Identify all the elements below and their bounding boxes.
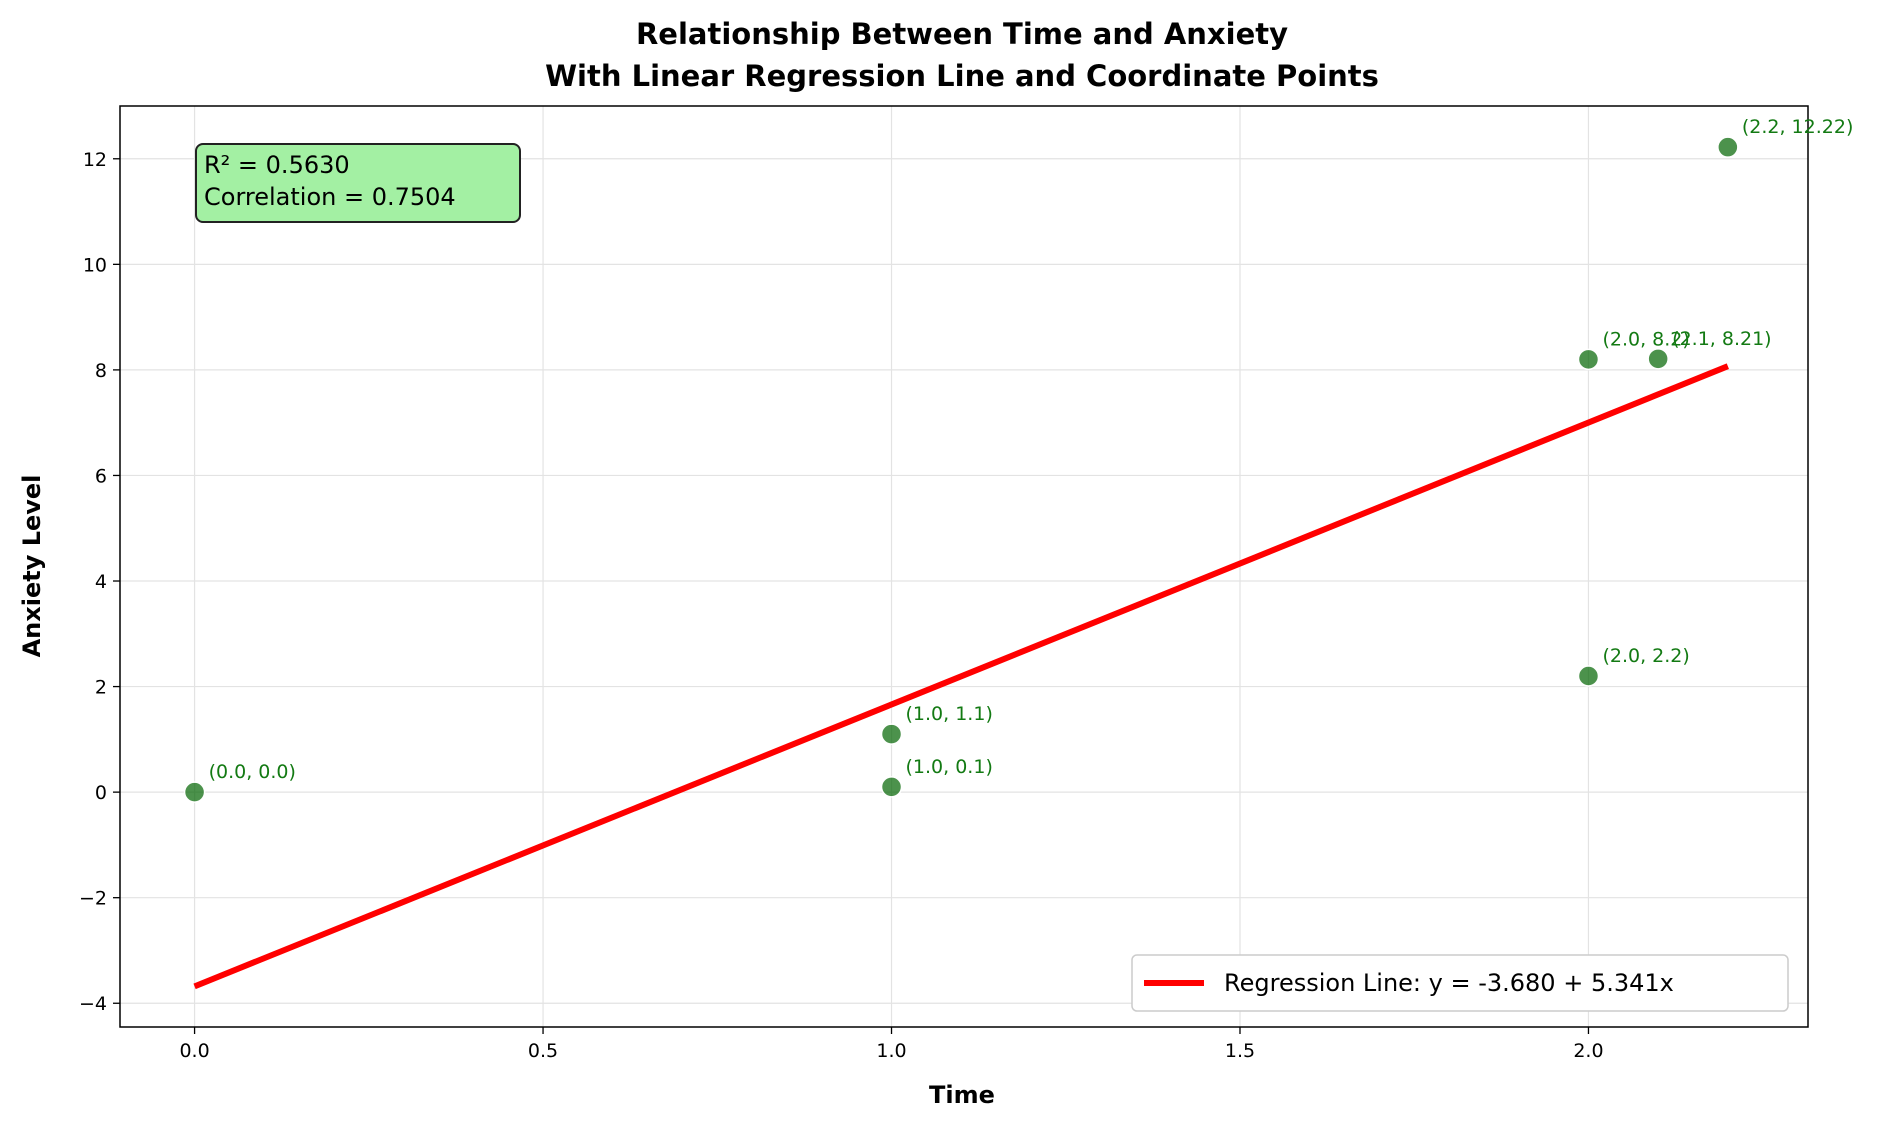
y-tick-label: 0 bbox=[95, 782, 107, 804]
y-tick-label: 12 bbox=[83, 149, 107, 171]
x-tick-label: 0.0 bbox=[179, 1040, 209, 1062]
data-point bbox=[1647, 348, 1669, 370]
legend-regression-label: Regression Line: y = -3.680 + 5.341x bbox=[1224, 969, 1674, 997]
data-point bbox=[880, 723, 903, 745]
stats-box: R² = 0.5630 Correlation = 0.7504 bbox=[195, 143, 521, 223]
x-tick-label: 1.5 bbox=[1225, 1040, 1255, 1062]
data-point bbox=[1577, 665, 1600, 687]
r-squared-text: R² = 0.5630 bbox=[204, 151, 350, 179]
data-point bbox=[1577, 348, 1600, 371]
axes-frame bbox=[113, 105, 1809, 1034]
point-label: (1.0, 1.1) bbox=[906, 703, 993, 725]
stats-box-background bbox=[195, 143, 521, 223]
data-point bbox=[183, 781, 206, 803]
regression-line bbox=[193, 363, 1729, 990]
x-axis-title: Time bbox=[929, 1081, 995, 1109]
point-label: (0.0, 0.0) bbox=[209, 761, 296, 783]
x-tick-label: 0.5 bbox=[528, 1040, 558, 1062]
y-tick-label: 6 bbox=[95, 465, 107, 487]
grid-lines bbox=[120, 106, 1808, 1027]
point-label: (2.2, 12.22) bbox=[1742, 116, 1854, 138]
correlation-text: Correlation = 0.7504 bbox=[204, 183, 456, 211]
data-point bbox=[1717, 136, 1739, 158]
y-tick-label: 8 bbox=[95, 360, 107, 382]
y-tick-label: −2 bbox=[79, 888, 107, 910]
x-tick-label: 1.0 bbox=[876, 1040, 906, 1062]
tick-labels: 0.0 0.5 1.0 1.5 2.0 −4 −2 0 2 4 6 8 10 12 bbox=[79, 149, 1604, 1062]
y-tick-label: 10 bbox=[83, 254, 107, 276]
point-label: (2.0, 2.2) bbox=[1602, 645, 1689, 667]
point-label: (2.1, 8.21) bbox=[1672, 328, 1771, 350]
point-label: (2.0, 8.2) bbox=[1602, 328, 1689, 350]
data-points bbox=[183, 136, 1739, 803]
x-tick-label: 2.0 bbox=[1573, 1040, 1603, 1062]
chart-title-line-1: Relationship Between Time and Anxiety bbox=[636, 17, 1288, 51]
legend: Regression Line: y = -3.680 + 5.341x bbox=[1131, 954, 1789, 1012]
y-axis-title: Anxiety Level bbox=[18, 475, 46, 658]
y-tick-label: 4 bbox=[95, 571, 107, 593]
data-point bbox=[880, 776, 903, 798]
point-labels: (0.0, 0.0) (1.0, 1.1) (1.0, 0.1) (2.0, 8.2)… bbox=[209, 116, 1854, 783]
point-label: (1.0, 0.1) bbox=[906, 756, 993, 778]
legend-box bbox=[1131, 954, 1789, 1012]
chart-title-line-2: With Linear Regression Line and Coordina… bbox=[545, 59, 1379, 93]
y-tick-label: 2 bbox=[95, 677, 107, 699]
y-tick-label: −4 bbox=[79, 993, 107, 1015]
plot-area-frame bbox=[119, 105, 1809, 1028]
